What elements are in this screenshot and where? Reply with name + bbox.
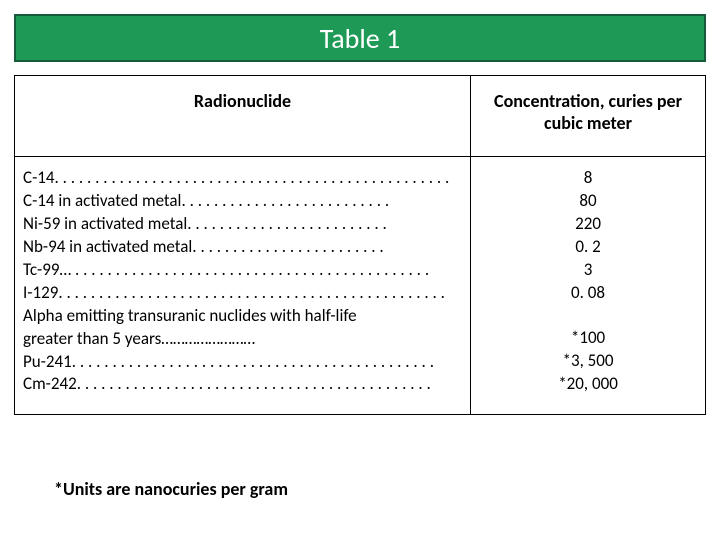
table-row-label: Cm-242. . . . . . . . . . . . . . . . . … xyxy=(23,373,460,396)
table-row-value: *100 xyxy=(479,327,697,350)
table-row-label: Pu-241. . . . . . . . . . . . . . . . . … xyxy=(23,351,460,374)
title-bar: Table 1 xyxy=(14,14,706,62)
cell-radionuclides: C-14. . . . . . . . . . . . . . . . . . … xyxy=(15,157,471,415)
value-gap xyxy=(479,305,697,327)
table-row-value: *20, 000 xyxy=(479,373,697,396)
table-row-label: I-129. . . . . . . . . . . . . . . . . .… xyxy=(23,282,460,305)
table-row-label: Nb-94 in activated metal. . . . . . . . … xyxy=(23,236,460,259)
table-row-value: *3, 500 xyxy=(479,350,697,373)
header-concentration: Concentration, curies per cubic meter xyxy=(471,76,706,157)
table-row-label: C-14. . . . . . . . . . . . . . . . . . … xyxy=(23,167,460,190)
table-row-value: 3 xyxy=(479,259,697,282)
table-row-value: 8 xyxy=(479,167,697,190)
table-row-value: 0. 2 xyxy=(479,236,697,259)
table-row-value: 0. 08 xyxy=(479,282,697,305)
cell-values: 8802200. 230. 08 *100*3, 500*20, 000 xyxy=(471,157,706,415)
header-radionuclide: Radionuclide xyxy=(15,76,471,157)
footnote: *Units are nanocuries per gram xyxy=(54,478,288,500)
table-row-label: greater than 5 years…………………… xyxy=(23,328,460,351)
table-row-label: Ni-59 in activated metal. . . . . . . . … xyxy=(23,213,460,236)
title-text: Table 1 xyxy=(320,21,400,56)
table-row-value: 80 xyxy=(479,190,697,213)
data-table: Radionuclide Concentration, curies per c… xyxy=(14,75,706,415)
table-row-label: Alpha emitting transuranic nuclides with… xyxy=(23,305,460,328)
table-row-label: Tc-99… . . . . . . . . . . . . . . . . .… xyxy=(23,259,460,282)
table-row-label: C-14 in activated metal. . . . . . . . .… xyxy=(23,190,460,213)
table-row-value: 220 xyxy=(479,213,697,236)
